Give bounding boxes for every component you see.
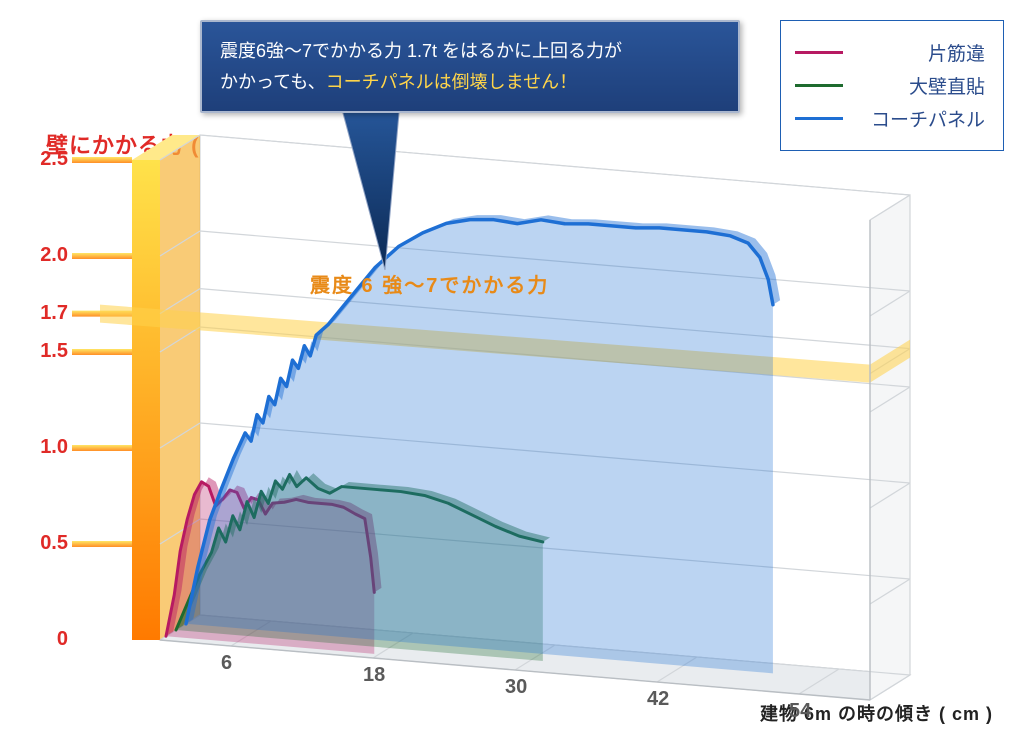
callout-box: 震度6強～7でかかる力 1.7t をはるかに上回る力が かかっても、コーチパネル… — [200, 20, 740, 113]
legend-label: 片筋違 — [928, 39, 985, 66]
legend-label: コーチパネル — [871, 105, 985, 132]
chart-container: 震度6強～7でかかる力 1.7t をはるかに上回る力が かかっても、コーチパネル… — [0, 0, 1024, 739]
callout-line2: かかっても、コーチパネルは倒壊しません！ — [220, 67, 720, 98]
threshold-label: 震度 6 強～7でかかる力 — [310, 269, 549, 298]
legend-item: コーチパネル — [795, 105, 985, 132]
legend-swatch — [795, 117, 843, 120]
legend-label: 大壁直貼 — [909, 72, 985, 99]
legend-item: 片筋違 — [795, 39, 985, 66]
callout-line1: 震度6強～7でかかる力 1.7t をはるかに上回る力が — [220, 36, 720, 67]
legend-box: 片筋違大壁直貼コーチパネル — [780, 20, 1004, 151]
legend-swatch — [795, 51, 843, 54]
legend-swatch — [795, 84, 843, 87]
legend-item: 大壁直貼 — [795, 72, 985, 99]
